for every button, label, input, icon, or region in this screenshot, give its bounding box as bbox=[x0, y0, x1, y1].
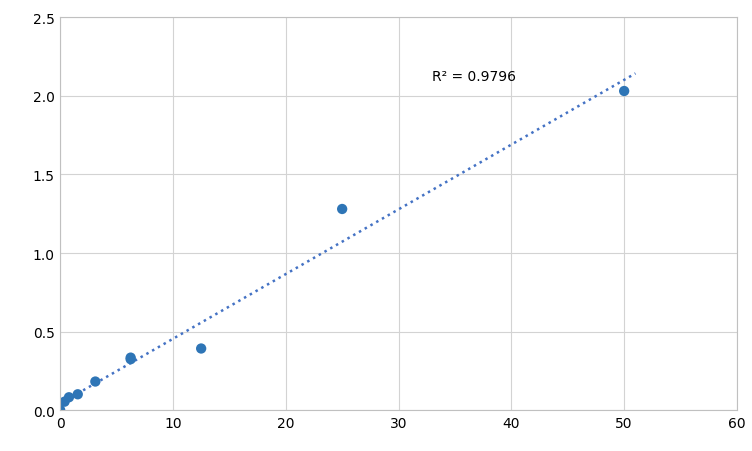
Point bbox=[89, 378, 102, 385]
Text: R² = 0.9796: R² = 0.9796 bbox=[432, 70, 517, 84]
Point bbox=[196, 345, 208, 352]
Point bbox=[336, 206, 348, 213]
Point bbox=[59, 398, 71, 405]
Point bbox=[71, 391, 83, 398]
Point bbox=[54, 406, 66, 414]
Point bbox=[125, 354, 137, 361]
Point bbox=[618, 88, 630, 96]
Point bbox=[63, 394, 75, 401]
Point bbox=[125, 356, 137, 363]
